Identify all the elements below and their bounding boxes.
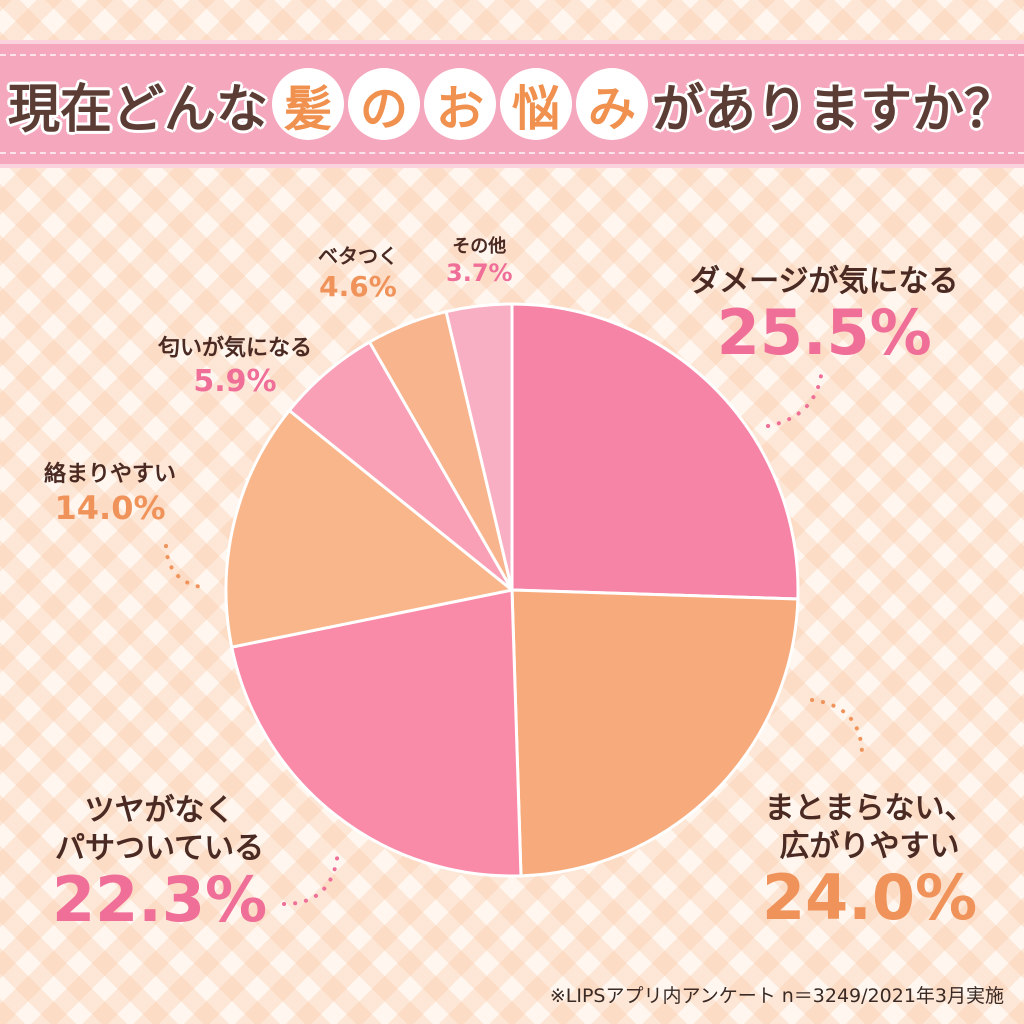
label-matomaranai-name1: まとまらない、 [764,791,975,826]
label-tsuya-name1: ツヤがなく [84,793,235,828]
pie-slice [229,588,523,878]
label-nioi-name: 匂いが気になる [158,336,313,361]
pie-slice [510,302,800,601]
label-sonota: その他 3.7% [446,232,513,289]
pie-slices [224,302,800,878]
title-circle-char: み [576,68,648,140]
label-tsuya-name2: パサついている [54,830,265,866]
label-tsuya-pct: 22.3% [52,863,268,936]
label-damage: ダメージが気になる 25.5% [690,256,959,365]
title-circle-char: お [424,68,496,140]
title-text: がありますか？ [652,79,1017,140]
label-betatsuku-pct: 4.6% [319,270,397,303]
title-banner-inner: 現在どんな髪のお悩みがありますか？ [0,54,1024,154]
label-karamari: 絡まりやすい 14.0% [44,456,176,530]
label-matomaranai: まとまらない、 広がりやすい 24.0% [762,790,977,930]
title-circle-char: 悩 [500,68,572,140]
pie-slice [510,588,800,878]
pie-slice [444,302,514,591]
label-nioi-pct: 5.9% [193,364,277,399]
label-sonota-name: その他 [452,236,507,257]
label-karamari-pct: 14.0% [54,489,166,527]
label-matomaranai-pct: 24.0% [762,861,978,934]
pie-slice [224,408,516,649]
leader-dotted-line [282,848,340,906]
leader-dotted-line [810,698,864,754]
title-text: 現在どんな [7,79,268,140]
label-matomaranai-name2: 広がりやすい [779,828,960,864]
label-nioi: 匂いが気になる 5.9% [158,330,312,401]
survey-note: ※LIPSアプリ内アンケート n＝3249/2021年3月実施 [549,985,1004,1007]
title-circle-char: の [348,68,420,140]
title-banner: 現在どんな髪のお悩みがありますか？ [0,40,1024,168]
label-damage-pct: 25.5% [716,296,932,369]
leader-dots [164,366,864,906]
page-title: 現在どんな髪のお悩みがありますか？ [8,67,1016,142]
label-damage-name: ダメージが気になる [690,264,959,299]
title-circle-char: 髪 [272,68,344,140]
label-karamari-name: 絡まりやすい [44,462,177,487]
leader-dotted-line [164,544,210,590]
label-sonota-pct: 3.7% [446,259,513,287]
leader-dotted-line [766,366,824,428]
label-betatsuku: ベタつく 4.6% [318,240,398,305]
label-tsuya: ツヤがなく パサついている 22.3% [52,792,267,932]
label-betatsuku-name: ベタつく [318,244,398,268]
